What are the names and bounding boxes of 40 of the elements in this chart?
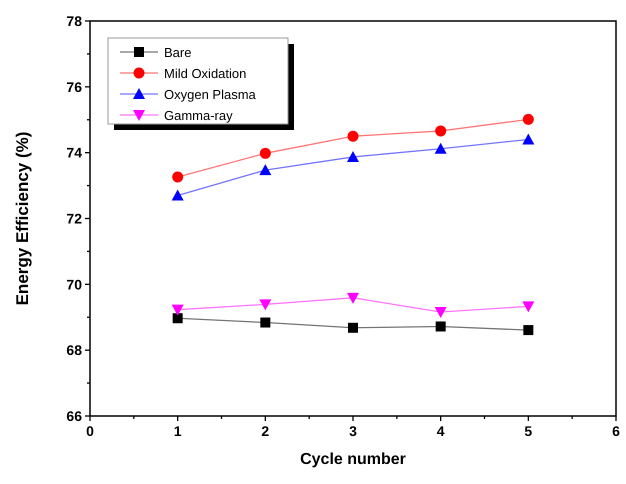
point [172, 313, 183, 324]
y-tick-label: 72 [66, 210, 82, 226]
point [347, 150, 359, 162]
x-tick-label: 6 [612, 423, 620, 439]
point [347, 292, 359, 304]
legend-label: Oxygen Plasma [164, 87, 257, 102]
point [172, 172, 184, 183]
x-axis-title: Cycle number [300, 451, 406, 468]
point [259, 164, 272, 176]
x-tick-label: 5 [524, 423, 532, 439]
y-tick-label: 76 [66, 78, 82, 95]
y-axis-title: Energy Efficiency (%) [13, 132, 32, 306]
point [259, 299, 272, 310]
y-tick-label: 74 [66, 144, 82, 161]
y-tick-label: 78 [66, 13, 82, 29]
point [435, 125, 446, 136]
point [434, 142, 447, 154]
point [348, 130, 358, 142]
point [260, 318, 270, 328]
point [172, 189, 184, 200]
point [260, 148, 271, 159]
x-tick-label: 2 [261, 423, 270, 439]
point [436, 321, 446, 332]
point [522, 114, 534, 125]
point [523, 325, 534, 336]
legend-label: Bare [164, 45, 192, 60]
legend-label: Mild Oxidation [164, 66, 246, 81]
y-tick-label: 66 [66, 408, 82, 424]
x-tick-label: 0 [86, 423, 94, 439]
y-tick-label: 70 [66, 276, 82, 292]
point [434, 306, 447, 318]
point [522, 301, 534, 312]
y-tick-label: 68 [66, 342, 82, 358]
legend-label: Gamma-ray [164, 108, 234, 123]
x-tick-label: 3 [349, 423, 358, 439]
point [348, 322, 358, 333]
point [172, 304, 184, 316]
point [522, 134, 534, 144]
x-tick-label: 4 [436, 423, 445, 439]
x-tick-label: 1 [174, 423, 182, 439]
